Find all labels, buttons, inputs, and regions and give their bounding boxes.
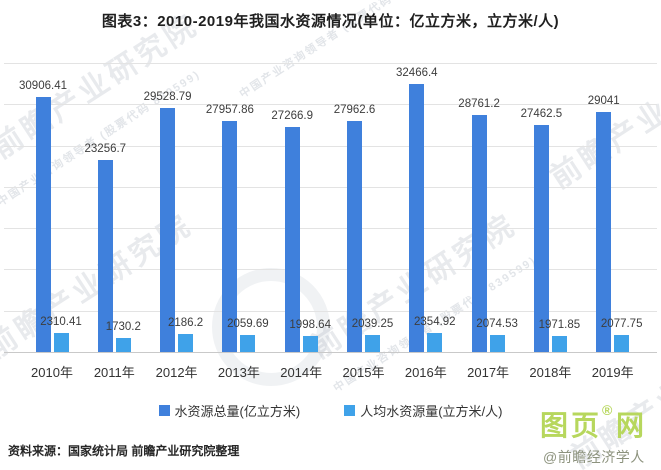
value-label: 27957.86 xyxy=(205,104,254,117)
bar-percapita xyxy=(551,335,567,352)
bar-total xyxy=(284,126,300,352)
value-label: 1730.2 xyxy=(105,320,141,333)
gridline xyxy=(4,269,657,271)
chart-title: 图表3：2010-2019年我国水资源情况(单位：亿立方米，立方米/人) xyxy=(101,13,560,30)
value-label: 27266.9 xyxy=(271,109,313,122)
value-label: 1998.64 xyxy=(289,318,331,331)
value-label: 23256.7 xyxy=(84,142,127,155)
value-label: 29528.79 xyxy=(143,91,192,104)
bar-total xyxy=(596,112,612,352)
value-label: 2354.92 xyxy=(414,315,456,328)
bar-percapita xyxy=(302,335,318,352)
bar-percapita xyxy=(115,337,131,352)
legend-item: 人均水资源量(立方米/人) xyxy=(344,401,502,420)
value-label: 32466.4 xyxy=(396,66,438,79)
bar-percapita xyxy=(365,335,380,352)
bar-percapita xyxy=(240,335,256,352)
gridline xyxy=(4,228,657,230)
chart-legend: 水资源总量(亿立方米) 人均水资源量(立方米/人) xyxy=(0,401,661,420)
gridline xyxy=(4,186,657,188)
bar-total xyxy=(97,159,113,352)
value-label: 2039.25 xyxy=(351,318,394,331)
value-label: 27962.6 xyxy=(333,104,376,117)
bar-total xyxy=(222,121,238,352)
x-axis-line xyxy=(4,352,657,353)
bar-total xyxy=(347,121,362,352)
tuye-logo-suffix: 网 xyxy=(616,410,648,441)
x-axis-label: 2016年 xyxy=(404,365,447,380)
bar-percapita xyxy=(427,332,443,352)
bar-chart-plot: 30906.41 2310.41 2010年 23256.7 1730.2 2011年 29… xyxy=(4,63,657,380)
tuye-logo: 图页网 ® xyxy=(540,403,648,441)
bar-percapita xyxy=(178,333,194,352)
gridline xyxy=(4,63,657,64)
bar-total xyxy=(35,96,51,352)
gridline xyxy=(4,104,657,106)
bar-total xyxy=(160,108,176,352)
app-credit: @前瞻经济学人APP xyxy=(543,449,645,470)
registered-mark-icon: ® xyxy=(602,402,613,418)
x-axis-label: 2015年 xyxy=(342,365,385,380)
value-label: 28761.2 xyxy=(458,97,500,110)
value-label: 27462.5 xyxy=(520,108,563,121)
bar-total xyxy=(533,125,549,352)
source-note: 资料来源：国家统计局 前瞻产业研究院整理 xyxy=(8,444,240,458)
value-label: 2186.2 xyxy=(168,316,204,329)
value-label: 2310.41 xyxy=(40,315,82,328)
x-axis-label: 2018年 xyxy=(529,365,572,380)
x-axis-label: 2014年 xyxy=(280,365,323,380)
legend-swatch-icon xyxy=(158,405,170,416)
value-label: 2077.75 xyxy=(600,317,643,330)
bar-percapita xyxy=(489,334,505,352)
bar-total xyxy=(409,83,425,352)
x-axis-label: 2010年 xyxy=(31,365,73,380)
value-label: 29041 xyxy=(587,95,620,108)
tuye-logo-prefix: 图页 xyxy=(540,410,603,441)
bar-percapita xyxy=(53,332,69,352)
value-label: 2059.69 xyxy=(227,318,269,330)
legend-swatch-icon xyxy=(344,405,356,416)
value-label: 1971.85 xyxy=(538,318,581,331)
value-label: 30906.41 xyxy=(19,79,67,92)
gridline xyxy=(4,310,657,312)
legend-label: 人均水资源量(立方米/人) xyxy=(360,404,503,419)
value-label: 2074.53 xyxy=(476,317,518,330)
bar-total xyxy=(471,114,487,352)
x-axis-label: 2012年 xyxy=(155,365,198,380)
x-axis-label: 2011年 xyxy=(93,365,135,380)
x-axis-label: 2019年 xyxy=(591,365,634,380)
legend-item: 水资源总量(亿立方米) xyxy=(158,401,301,420)
x-axis-label: 2017年 xyxy=(467,365,510,380)
gridline xyxy=(4,145,657,147)
legend-label: 水资源总量(亿立方米) xyxy=(174,404,301,419)
x-axis-label: 2013年 xyxy=(217,365,260,380)
bar-percapita xyxy=(614,334,630,352)
